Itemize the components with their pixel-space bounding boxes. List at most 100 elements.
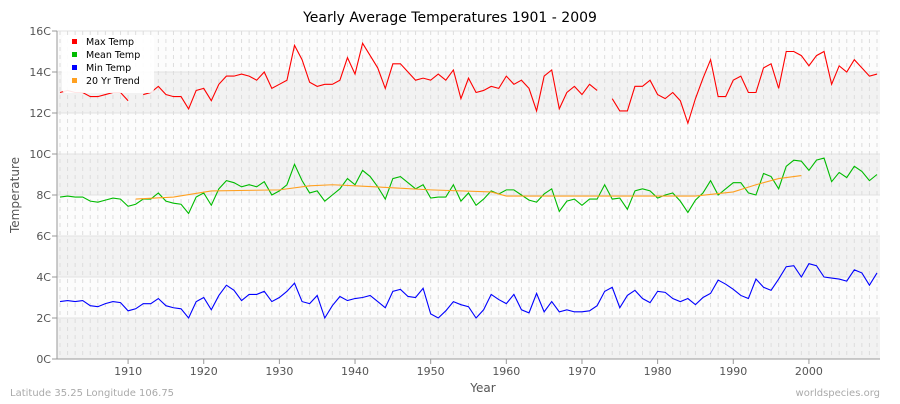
min-temp-point: [747, 297, 750, 300]
max-temp-point: [762, 66, 765, 69]
mean-temp-point: [732, 181, 735, 184]
min-temp-point: [467, 305, 470, 308]
max-temp-point: [490, 85, 493, 88]
min-temp-point: [535, 292, 538, 295]
min-temp-point: [285, 290, 288, 293]
mean-temp-point: [391, 177, 394, 180]
max-temp-point: [535, 109, 538, 112]
max-temp-line: [143, 41, 598, 114]
mean-temp-point: [815, 159, 818, 162]
max-temp-point: [391, 62, 394, 65]
mean-temp-point: [512, 188, 515, 191]
min-temp-point: [550, 300, 553, 303]
max-temp-point: [157, 85, 160, 88]
mean-temp-point: [195, 196, 198, 199]
mean-temp-point: [853, 165, 856, 168]
max-temp-point: [618, 109, 621, 112]
20-yr-trend-legend-label: 20 Yr Trend: [86, 76, 140, 87]
max-temp-point: [747, 91, 750, 94]
max-temp-point: [323, 83, 326, 86]
mean-temp-point: [800, 160, 803, 163]
max-temp-point: [679, 99, 682, 102]
mean-temp-point: [369, 175, 372, 178]
legend-box: [62, 35, 154, 93]
max-temp-point: [459, 97, 462, 100]
min-temp-point: [323, 317, 326, 320]
max-temp-point: [187, 107, 190, 110]
min-temp-point: [876, 271, 879, 274]
mean-temp-point: [823, 157, 826, 160]
series-20-yr-trend: [135, 174, 802, 200]
min-temp-point: [686, 297, 689, 300]
y-tick-label: 0C: [36, 353, 51, 366]
min-temp-point: [671, 297, 674, 300]
min-temp-point: [800, 276, 803, 279]
min-temp-point: [709, 292, 712, 295]
mean-temp-point: [633, 189, 636, 192]
max-temp-point: [664, 97, 667, 100]
max-temp-point: [528, 87, 531, 90]
mean-temp-point: [134, 203, 137, 206]
mean-temp-point: [346, 177, 349, 180]
min-temp-point: [611, 286, 614, 289]
mean-temp-point: [777, 187, 780, 190]
mean-temp-point: [422, 183, 425, 186]
min-temp-point: [754, 278, 757, 281]
max-temp-point: [573, 85, 576, 88]
mean-temp-point: [338, 187, 341, 190]
x-tick-label: 1980: [644, 365, 672, 378]
mean-temp-point: [830, 180, 833, 183]
min-temp-point: [391, 290, 394, 293]
min-temp-point: [868, 284, 871, 287]
mean-temp-point: [180, 203, 183, 206]
min-temp-point: [641, 297, 644, 300]
max-temp-point: [792, 50, 795, 53]
y-tick-label: 6C: [36, 230, 51, 243]
max-temp-point: [338, 79, 341, 82]
mean-temp-point: [263, 180, 266, 183]
min-temp-point: [217, 294, 220, 297]
max-temp-point: [89, 95, 92, 98]
min-temp-point: [157, 297, 160, 300]
max-temp-point: [717, 95, 720, 98]
mean-temp-point: [702, 191, 705, 194]
max-temp-point: [346, 56, 349, 59]
min-temp-point: [860, 271, 863, 274]
max-temp-point: [739, 75, 742, 78]
min-temp-point: [512, 293, 515, 296]
mean-temp-point: [467, 191, 470, 194]
min-temp-point: [823, 276, 826, 279]
max-temp-point: [232, 75, 235, 78]
mean-temp-legend-label: Mean Temp: [86, 50, 140, 61]
mean-temp-point: [694, 199, 697, 202]
mean-temp-point: [164, 200, 167, 203]
mean-temp-point: [573, 198, 576, 201]
mean-temp-point: [747, 191, 750, 194]
mean-temp-point: [679, 200, 682, 203]
min-temp-point: [437, 317, 440, 320]
min-temp-point: [232, 289, 235, 292]
min-temp-point: [278, 296, 281, 299]
min-temp-point: [134, 307, 137, 310]
min-temp-point: [679, 300, 682, 303]
mean-temp-point: [316, 189, 319, 192]
max-temp-point: [399, 62, 402, 65]
min-temp-point: [664, 291, 667, 294]
max-temp-point: [354, 73, 357, 76]
min-temp-point: [792, 264, 795, 267]
min-temp-point: [248, 293, 251, 296]
max-temp-point: [830, 83, 833, 86]
min-temp-point: [255, 293, 258, 296]
min-temp-point: [399, 288, 402, 291]
mean-temp-point: [81, 196, 84, 199]
max-temp-point: [104, 93, 107, 96]
min-temp-point: [149, 302, 152, 305]
min-temp-point: [573, 310, 576, 313]
min-temp-point: [603, 290, 606, 293]
mean-temp-point: [565, 200, 568, 203]
min-temp-point: [142, 302, 145, 305]
max-temp-point: [505, 75, 508, 78]
mean-temp-point: [475, 204, 478, 207]
min-temp-point: [444, 309, 447, 312]
min-temp-point: [830, 277, 833, 280]
